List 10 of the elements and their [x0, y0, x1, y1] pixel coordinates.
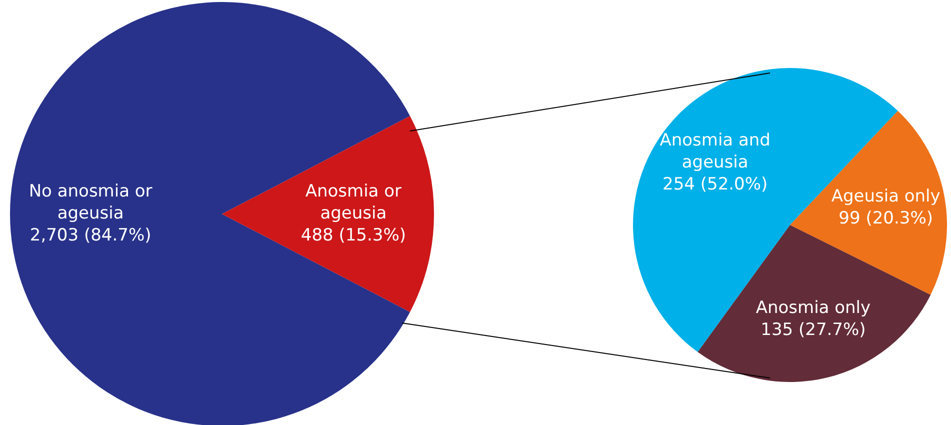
data-label: 99 (20.3%)	[838, 208, 933, 228]
data-label: 488 (15.3%)	[300, 225, 406, 246]
slice-label: Ageusia only	[831, 186, 940, 206]
slice-label: Anosmia or ageusia	[305, 181, 402, 224]
slice-label: No anosmia or ageusia	[28, 181, 152, 224]
data-label: 135 (27.7%)	[760, 320, 866, 340]
data-label: 2,703 (84.7%)	[30, 225, 152, 246]
slice-label: Anosmia and ageusia	[660, 130, 770, 172]
slice-label: Anosmia only	[756, 298, 871, 318]
data-label: 254 (52.0%)	[662, 174, 768, 194]
